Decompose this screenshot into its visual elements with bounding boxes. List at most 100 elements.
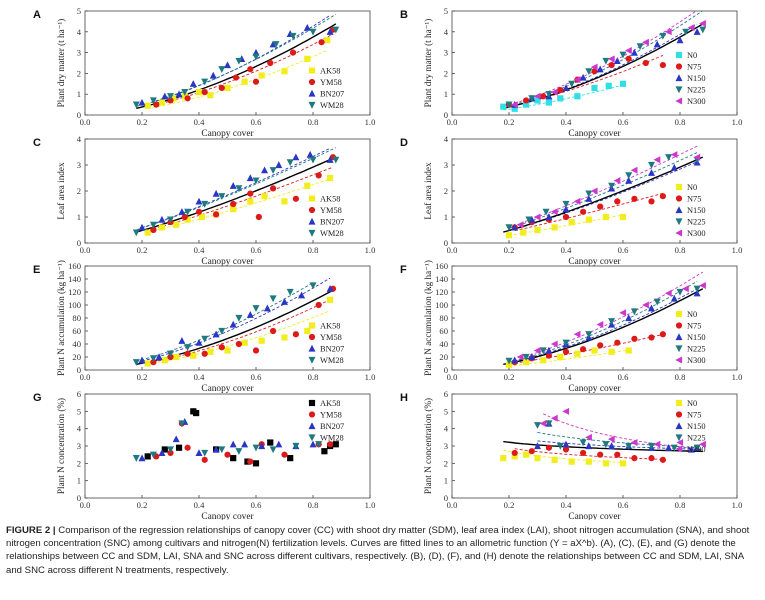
data-point xyxy=(562,200,570,208)
data-point xyxy=(315,172,322,179)
data-point xyxy=(149,451,157,459)
x-tick-label: 1.0 xyxy=(732,117,743,127)
data-point xyxy=(607,435,615,443)
data-point xyxy=(534,422,541,429)
data-point xyxy=(195,449,203,457)
legend-b: N0 N75 N150 N225 N300 xyxy=(675,51,706,106)
legend-label-BN207: BN207 xyxy=(320,90,344,99)
y-tick-label: 3 xyxy=(444,441,448,451)
legend-marker-N300 xyxy=(675,229,683,237)
data-point xyxy=(167,97,174,104)
data-point xyxy=(201,449,209,457)
x-tick-label: 0.2 xyxy=(137,117,148,127)
x-tick-label: 0.2 xyxy=(137,245,148,255)
legend-label-N75: N75 xyxy=(687,195,701,204)
data-point xyxy=(158,215,166,223)
series-N300 xyxy=(511,19,706,109)
data-point xyxy=(229,182,237,189)
data-point xyxy=(172,435,180,443)
data-point xyxy=(648,334,655,341)
data-point xyxy=(511,101,518,109)
plot-frame-c xyxy=(84,138,371,244)
y-tick-label: 2 xyxy=(444,68,448,78)
legend-marker-WM28 xyxy=(308,229,316,237)
data-point xyxy=(189,80,197,87)
data-point xyxy=(693,153,701,161)
fit-line-WM28 xyxy=(136,282,314,362)
legend-marker-N75 xyxy=(675,322,683,329)
x-tick-label: 0.2 xyxy=(137,500,148,510)
data-point xyxy=(258,72,265,79)
data-point xyxy=(255,213,262,221)
data-point xyxy=(252,347,260,354)
data-point xyxy=(173,353,180,361)
data-point xyxy=(573,330,581,338)
legend-label-WM28: WM28 xyxy=(320,356,344,365)
data-point xyxy=(304,327,311,335)
data-point xyxy=(500,455,507,462)
data-point xyxy=(304,182,311,189)
panel-c: C 0.0 0.2 0.4 0.6 0.8 1.0 0 1 2 3 4 Canopy cover Leaf… xyxy=(33,134,375,267)
series-AK58 xyxy=(144,296,334,367)
fit-line-BN207 xyxy=(141,277,331,362)
fit-line-AK58 xyxy=(147,49,328,109)
y-tick-label: 1 xyxy=(444,476,448,486)
series-WM28 xyxy=(132,420,323,462)
data-point xyxy=(327,441,334,448)
legend-label-N150: N150 xyxy=(687,206,706,215)
data-point xyxy=(505,357,513,365)
data-point xyxy=(230,206,237,213)
x-axis-label-e: Canopy cover xyxy=(201,384,254,394)
legend-marker-N0 xyxy=(675,183,683,191)
data-point xyxy=(580,346,587,353)
y-tick-label: 0 xyxy=(77,110,81,120)
data-point xyxy=(585,433,592,441)
y-tick-label: 80 xyxy=(72,313,81,323)
data-point xyxy=(630,166,638,174)
legend-label-WM28: WM28 xyxy=(320,229,344,238)
data-point xyxy=(642,38,649,46)
panel-letter-e: E xyxy=(33,264,40,276)
data-point xyxy=(286,159,294,167)
x-tick-label: 1.0 xyxy=(732,245,743,255)
data-point xyxy=(699,282,706,289)
data-point xyxy=(642,59,649,67)
legend-marker-N150 xyxy=(675,74,683,82)
series-WM28 xyxy=(132,156,340,237)
data-point xyxy=(318,39,325,46)
legend-label-N0: N0 xyxy=(687,51,697,60)
legend-marker-YM58 xyxy=(308,411,316,418)
data-point xyxy=(218,446,226,454)
legend-marker-BN207 xyxy=(308,89,316,97)
data-point xyxy=(664,28,672,36)
x-tick-label: 0.0 xyxy=(80,245,91,255)
data-point xyxy=(201,89,208,96)
fit-line-YM58 xyxy=(153,166,334,230)
y-tick-label: 80 xyxy=(439,313,448,323)
data-point xyxy=(596,321,604,328)
series-N150 xyxy=(511,28,701,108)
series-YM58 xyxy=(153,420,334,465)
data-point xyxy=(545,99,552,106)
data-point xyxy=(332,26,340,34)
fit-line-BN207 xyxy=(141,147,331,229)
data-point xyxy=(630,439,638,447)
legend-label-N225: N225 xyxy=(687,218,706,227)
data-point xyxy=(562,348,570,355)
data-point xyxy=(523,359,530,366)
data-point xyxy=(670,151,678,159)
y-tick-label: 6 xyxy=(444,389,449,399)
panel-letter-b: B xyxy=(400,9,408,21)
data-point xyxy=(522,353,530,361)
data-point xyxy=(545,420,553,428)
data-point xyxy=(229,320,237,328)
x-axis-label-f: Canopy cover xyxy=(568,384,621,394)
data-point xyxy=(596,65,604,73)
data-point xyxy=(167,350,174,358)
data-point xyxy=(525,216,533,224)
data-point xyxy=(292,331,299,338)
y-tick-label: 1 xyxy=(77,476,81,486)
legend-label-YM58: YM58 xyxy=(320,78,342,87)
data-point xyxy=(659,193,667,200)
data-point xyxy=(252,444,260,452)
